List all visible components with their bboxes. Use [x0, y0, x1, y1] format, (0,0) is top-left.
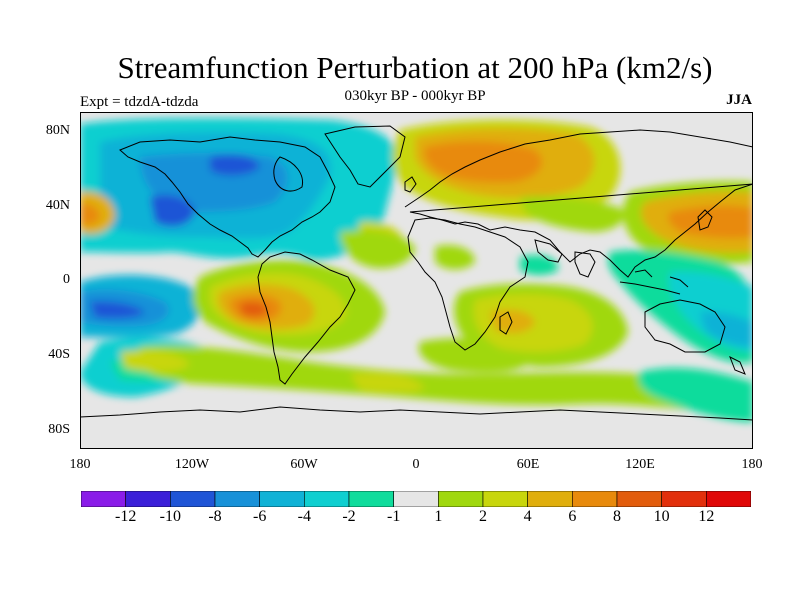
colorbar-swatch-5	[304, 491, 350, 507]
lon-label-120w: 120W	[174, 457, 210, 472]
colorbar-label: -10	[159, 508, 181, 525]
colorbar-label: 12	[698, 508, 715, 525]
lon-label-0: 0	[412, 457, 420, 472]
lat-label-80s: 80S	[48, 422, 70, 437]
lon-label-60w: 60W	[290, 457, 318, 472]
colorbar-label: -8	[208, 508, 222, 525]
colorbar-swatch-7	[393, 491, 439, 507]
colorbar-label: -2	[342, 508, 356, 525]
map-subtitle: 030kyr BP - 000kyr BP	[344, 88, 486, 104]
colorbar-swatch-8	[438, 491, 484, 507]
colorbar-label: -12	[114, 508, 137, 525]
lat-label-80n: 80N	[45, 123, 70, 138]
map-title: Streamfunction Perturbation at 200 hPa (…	[117, 50, 713, 85]
colorbar-swatch-3	[214, 491, 260, 507]
colorbar-swatch-6	[348, 491, 394, 507]
lon-label-120e: 120E	[625, 457, 655, 472]
colorbar-swatch-14	[706, 491, 751, 507]
colorbar-label: 8	[613, 508, 621, 525]
colorbar-label: 1	[434, 508, 443, 525]
colorbar	[81, 491, 751, 507]
lat-label-40s: 40S	[48, 347, 70, 362]
colorbar-swatch-4	[259, 491, 305, 507]
colorbar-swatch-13	[661, 491, 707, 507]
coastlines	[80, 125, 753, 421]
experiment-label: Expt = tdzdA-tdzda	[80, 94, 199, 110]
colorbar-swatch-12	[616, 491, 662, 507]
colorbar-swatch-0	[81, 491, 126, 507]
colorbar-label: 2	[479, 508, 487, 525]
colorbar-swatch-2	[170, 491, 216, 507]
lon-label-180e: 180	[741, 457, 763, 472]
colorbar-swatch-10	[527, 491, 573, 507]
lat-label-0: 0	[63, 272, 70, 287]
colorbar-swatch-1	[125, 491, 171, 507]
colorbar-label: 6	[568, 508, 577, 525]
contour-fills	[80, 118, 753, 422]
map-frame	[80, 112, 753, 449]
colorbar-swatch-9	[482, 491, 528, 507]
colorbar-label: 4	[523, 508, 532, 525]
lon-label-180w: 180	[69, 457, 91, 472]
lat-label-40n: 40N	[45, 198, 70, 213]
colorbar-label: -1	[386, 508, 401, 525]
season-label: JJA	[726, 92, 752, 108]
lon-label-60e: 60E	[516, 457, 540, 472]
colorbar-label: -6	[252, 508, 267, 525]
colorbar-swatch-11	[572, 491, 618, 507]
streamfunction-map	[80, 112, 753, 449]
colorbar-label: -4	[297, 508, 311, 525]
colorbar-label: 10	[653, 508, 670, 525]
